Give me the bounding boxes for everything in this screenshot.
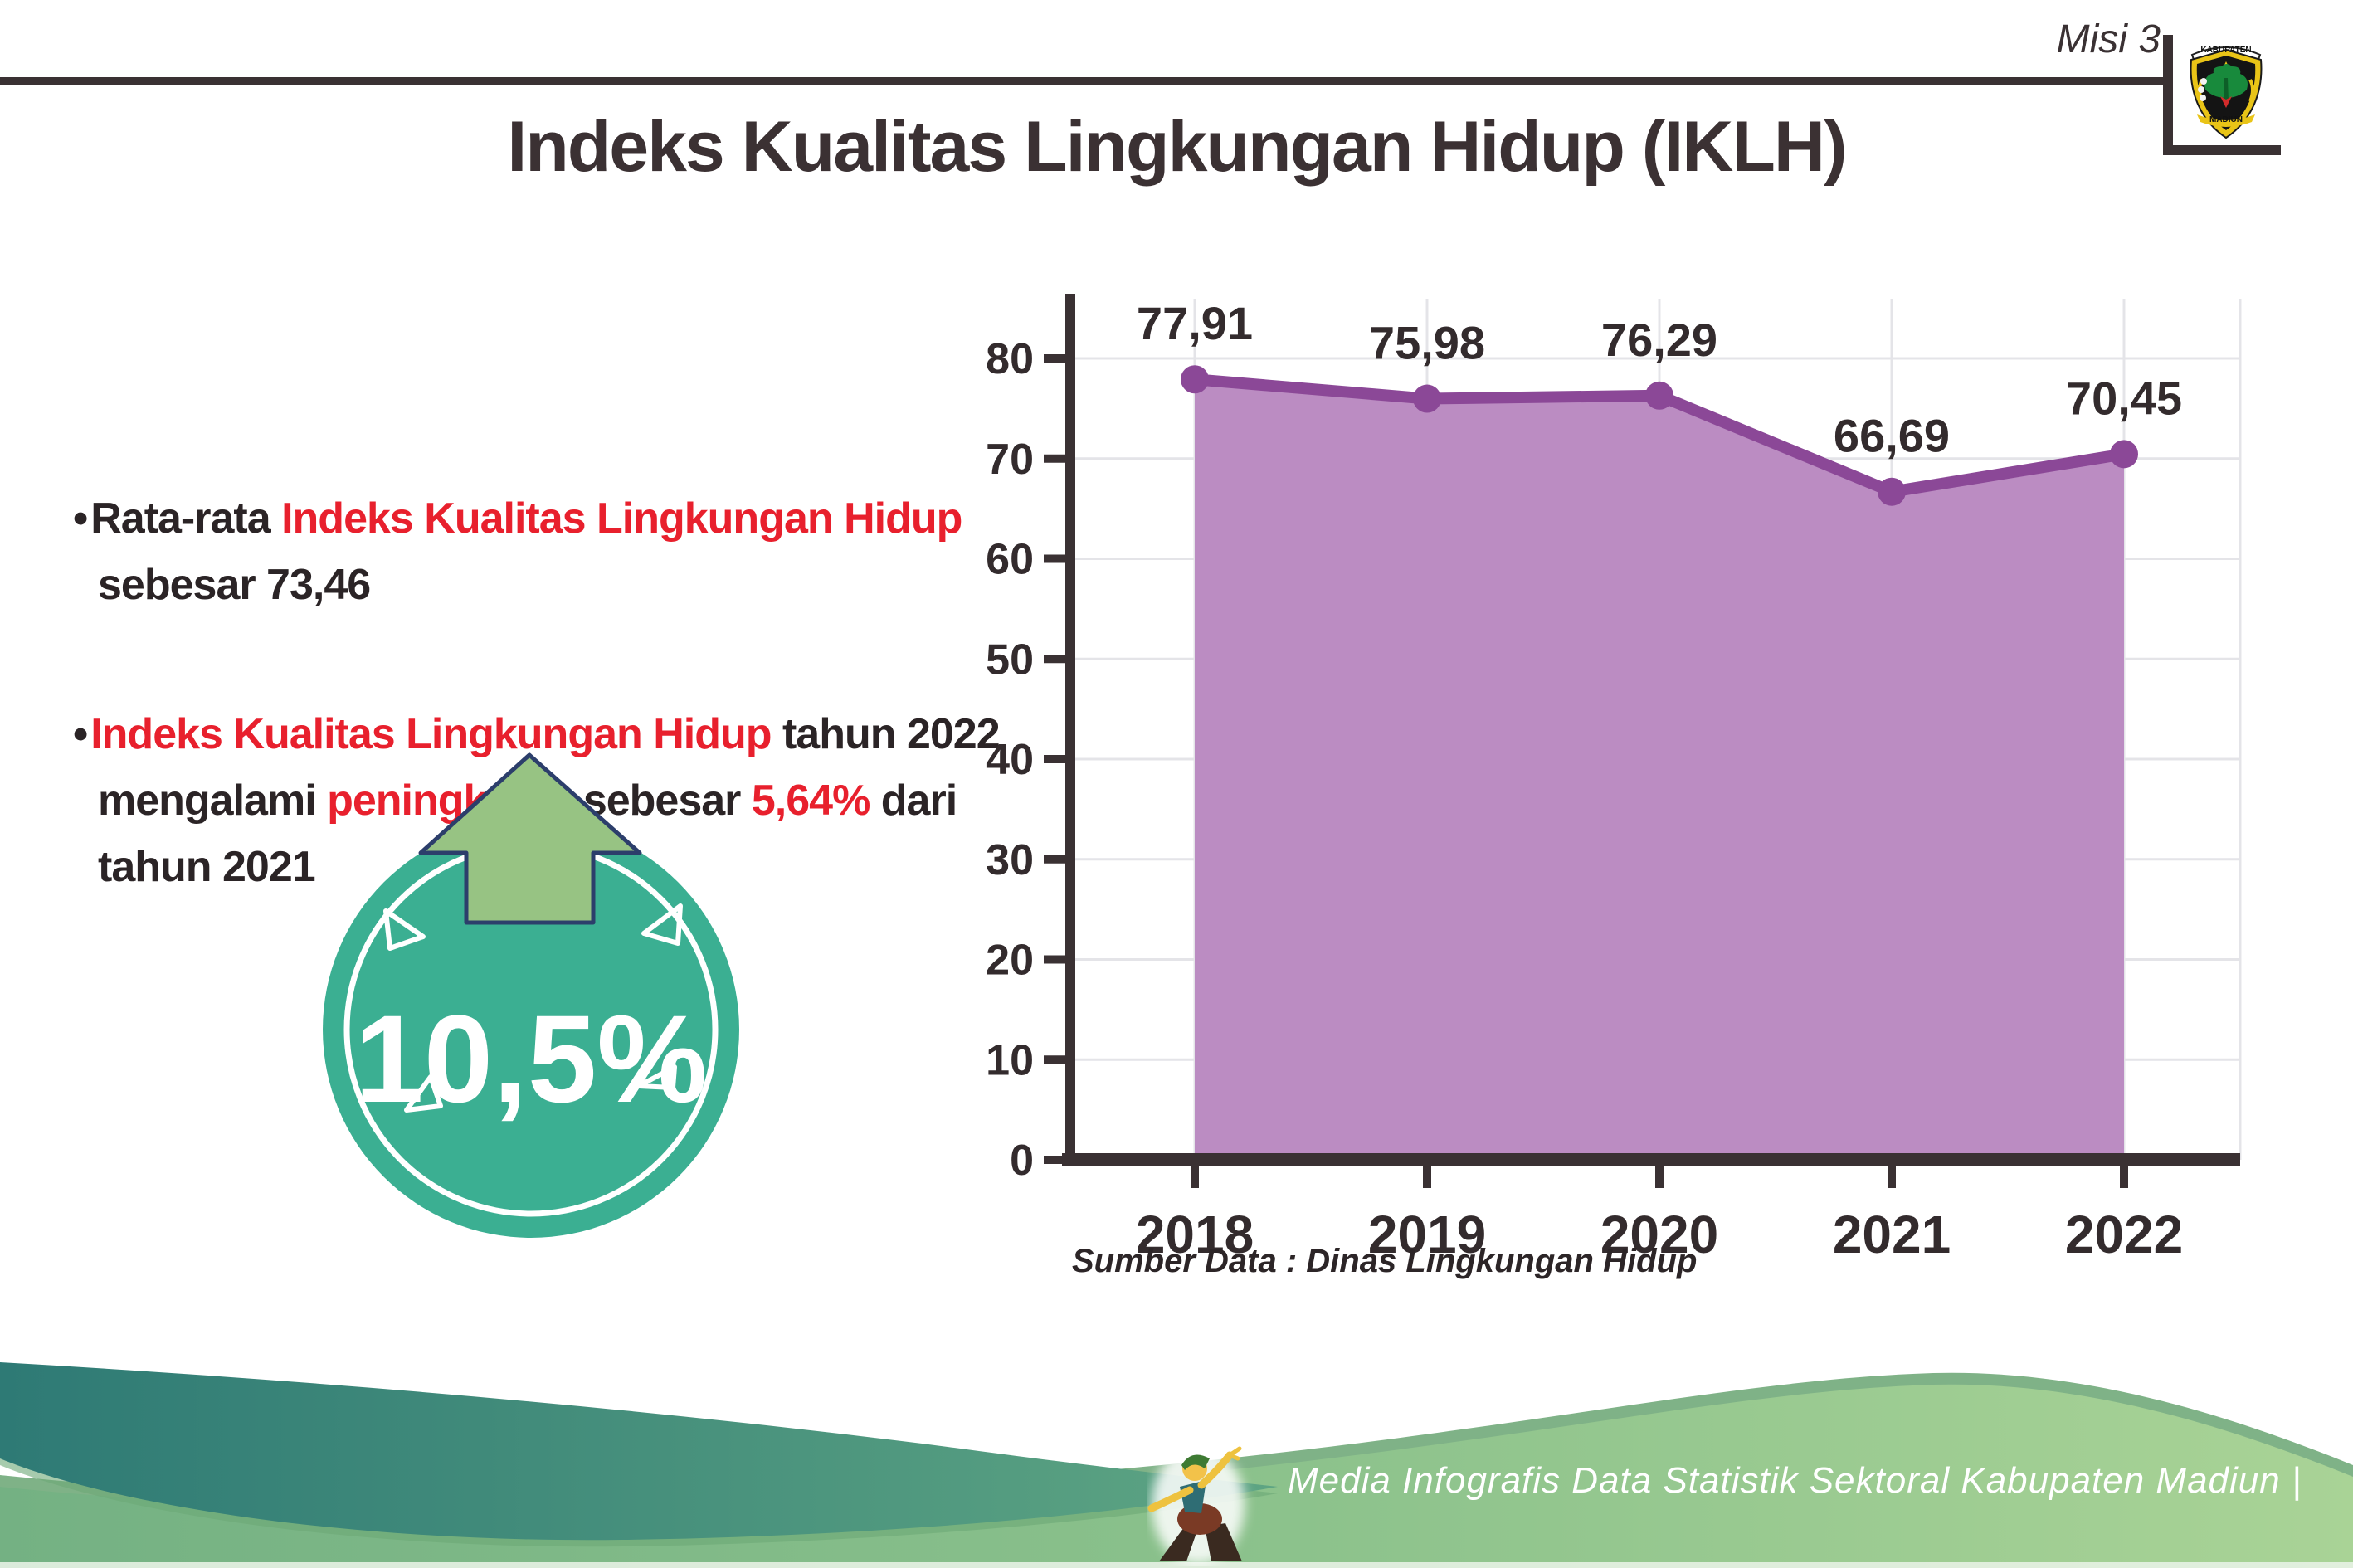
mascot-right-arm bbox=[1197, 1451, 1234, 1489]
logo-top-text: KABUPATEN bbox=[2200, 46, 2251, 55]
bullet-2-dot: • bbox=[73, 710, 88, 758]
bullet-2-highlight-1: Indeks Kualitas Lingkungan Hidup bbox=[90, 710, 772, 758]
footer-bottom-strip bbox=[0, 1562, 2353, 1568]
y-tick bbox=[1044, 1156, 1065, 1164]
kabupaten-madiun-logo: KABUPATEN MADIUN bbox=[2190, 46, 2263, 139]
logo-cotton-3 bbox=[2200, 95, 2206, 101]
data-point bbox=[1181, 365, 1209, 394]
badge-accent-triangle-3 bbox=[404, 1074, 443, 1113]
footer-caption: Media Infografis Data Statistik Sektoral… bbox=[1288, 1460, 2302, 1501]
data-point bbox=[1878, 477, 1906, 506]
logo-center-shield bbox=[2220, 96, 2232, 108]
badge-circle bbox=[323, 821, 739, 1238]
bullet-1: •Rata-rata Indeks Kualitas Lingkungan Hi… bbox=[73, 485, 1052, 618]
x-tick bbox=[1655, 1166, 1664, 1188]
y-tick-label: 30 bbox=[986, 836, 1034, 884]
bullet-2-text-2: mengalami bbox=[98, 777, 328, 825]
chart-value-labels: 77,91 75,98 76,29 66,69 70,45 bbox=[1137, 297, 2182, 461]
y-tick bbox=[1044, 955, 1065, 964]
value-label: 75,98 bbox=[1369, 317, 1485, 369]
value-label: 76,29 bbox=[1601, 314, 1717, 366]
y-tick bbox=[1044, 755, 1065, 763]
data-point bbox=[1413, 384, 1441, 413]
y-tick-label: 0 bbox=[1010, 1137, 1034, 1185]
increase-badge: 10,5% bbox=[323, 752, 739, 1238]
bullet-2-text-4: dari bbox=[870, 777, 957, 825]
header-rule bbox=[0, 77, 2163, 85]
x-tick bbox=[1191, 1166, 1199, 1188]
y-tick bbox=[1044, 354, 1065, 363]
badge-accent-triangle-4 bbox=[636, 1064, 677, 1090]
x-tick bbox=[1888, 1166, 1896, 1188]
bullet-1-line2: sebesar 73,46 bbox=[98, 561, 371, 609]
dancer-mascot-icon bbox=[1147, 1445, 1245, 1565]
value-label: 70,45 bbox=[2066, 372, 2182, 424]
mascot-cap bbox=[1181, 1454, 1210, 1470]
area-fill bbox=[1195, 379, 2124, 1155]
y-tick-label: 10 bbox=[986, 1036, 1034, 1084]
logo-bottom-ribbon bbox=[2197, 114, 2255, 127]
y-tick-label: 40 bbox=[986, 736, 1034, 784]
x-axis bbox=[1062, 1153, 2240, 1166]
badge-accent-triangle-2 bbox=[641, 903, 683, 946]
logo-bottom-text: MADIUN bbox=[2209, 115, 2243, 124]
footer-wave-teal bbox=[0, 1362, 1278, 1541]
mascot-left-arm bbox=[1147, 1486, 1194, 1512]
x-tick-label: 2019 bbox=[1368, 1205, 1486, 1264]
mascot-hand bbox=[1227, 1446, 1242, 1461]
bullet-1-highlight: Indeks Kualitas Lingkungan Hidup bbox=[281, 494, 962, 543]
logo-cotton-1 bbox=[2200, 78, 2207, 85]
chart-x-tick-labels: 2018 2019 2020 2021 2022 bbox=[1136, 1205, 2183, 1264]
y-axis bbox=[1065, 294, 1075, 1166]
y-tick-label: 70 bbox=[986, 436, 1034, 484]
x-tick-label: 2022 bbox=[2065, 1205, 2183, 1264]
page-title: Indeks Kualitas Lingkungan Hidup (IKLH) bbox=[507, 107, 1847, 187]
bullet-2-text-1: tahun 2022 bbox=[771, 710, 1001, 758]
key-points: •Rata-rata Indeks Kualitas Lingkungan Hi… bbox=[73, 485, 1052, 900]
chart-source-note: Sumber Data : Dinas Lingkungan Hidup bbox=[1072, 1243, 1698, 1279]
bullet-1-text: Rata-rata bbox=[90, 494, 282, 543]
data-point bbox=[2110, 440, 2138, 469]
x-tick-label: 2021 bbox=[1833, 1205, 1951, 1264]
y-tick bbox=[1044, 855, 1065, 864]
y-tick-label: 80 bbox=[986, 335, 1034, 383]
x-tick bbox=[1423, 1166, 1431, 1188]
chart-area-fill bbox=[1195, 379, 2124, 1155]
mascot-right-leg bbox=[1205, 1523, 1242, 1561]
x-tick-label: 2018 bbox=[1136, 1205, 1254, 1264]
y-tick-label: 50 bbox=[986, 635, 1034, 684]
x-tick-label: 2020 bbox=[1600, 1205, 1718, 1264]
logo-cotton-2 bbox=[2198, 86, 2204, 93]
chart-axes bbox=[1044, 294, 2240, 1188]
y-tick bbox=[1044, 655, 1065, 664]
bullet-2-line3: tahun 2021 bbox=[98, 843, 316, 891]
chart-y-tick-labels: 0 10 20 30 40 50 60 70 80 bbox=[986, 335, 1034, 1185]
bullet-2-text-3: sebesar bbox=[572, 777, 752, 825]
bullet-2-highlight-3: 5,64% bbox=[751, 777, 870, 825]
logo-bracket-vertical bbox=[2163, 35, 2173, 155]
y-tick-label: 60 bbox=[986, 536, 1034, 584]
data-point bbox=[1645, 381, 1673, 410]
y-tick-label: 20 bbox=[986, 937, 1034, 985]
value-label: 77,91 bbox=[1137, 297, 1253, 349]
logo-bracket-horizontal bbox=[2163, 145, 2281, 155]
mascot-left-leg bbox=[1159, 1524, 1198, 1561]
up-arrow-icon bbox=[418, 752, 642, 925]
y-tick bbox=[1044, 454, 1065, 463]
y-tick bbox=[1044, 1055, 1065, 1064]
misi-label: Misi 3 bbox=[2056, 17, 2161, 61]
logo-tree-trunk bbox=[2224, 78, 2229, 101]
iklh-area-chart: 0 10 20 30 40 50 60 70 80 2018 2019 2020 2021 2022 7… bbox=[986, 294, 2242, 1264]
x-tick bbox=[2120, 1166, 2128, 1188]
bullet-1-dot: • bbox=[73, 494, 88, 543]
chart-data-points bbox=[1181, 365, 2138, 506]
badge-value: 10,5% bbox=[354, 989, 707, 1128]
badge-accent-triangle-1 bbox=[383, 908, 426, 951]
y-tick bbox=[1044, 554, 1065, 563]
bullet-2: •Indeks Kualitas Lingkungan Hidup tahun … bbox=[73, 701, 1052, 900]
value-label: 66,69 bbox=[1834, 410, 1950, 462]
